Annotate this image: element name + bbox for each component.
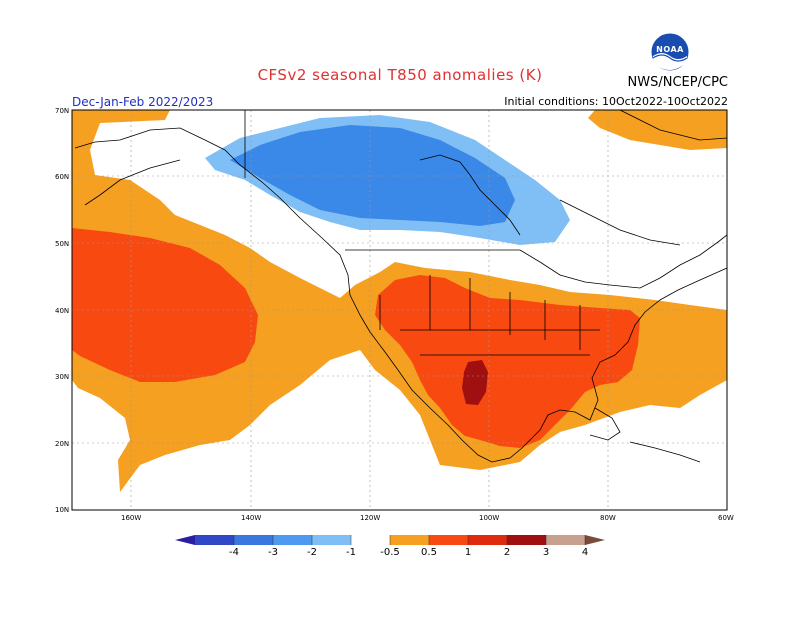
- anomaly-region-red-pacific: [72, 228, 258, 382]
- legend-label: -1: [346, 547, 356, 558]
- lon-label: 80W: [600, 514, 616, 522]
- lat-label: 70N: [55, 107, 69, 115]
- legend-label: -0.5: [380, 547, 400, 558]
- legend-swatch: [546, 535, 585, 545]
- anomaly-region-orange-ne: [588, 110, 727, 150]
- legend-swatch: [429, 535, 468, 545]
- legend-swatch: [234, 535, 273, 545]
- map-title: CFSv2 seasonal T850 anomalies (K): [257, 66, 543, 84]
- legend-label: 2: [503, 547, 511, 558]
- lon-label: 160W: [121, 514, 141, 522]
- legend-label: -4: [229, 547, 239, 558]
- lon-label: 100W: [479, 514, 499, 522]
- initial-conditions-label: Initial conditions: 10Oct2022-10Oct2022: [504, 95, 728, 108]
- lat-label: 50N: [55, 240, 69, 248]
- legend-label: -2: [307, 547, 317, 558]
- legend-label: 0.5: [421, 547, 437, 558]
- latitude-labels: 70N 60N 50N 40N 30N 20N 10N: [55, 107, 69, 514]
- lat-label: 60N: [55, 173, 69, 181]
- legend-swatch: [175, 535, 195, 545]
- lat-label: 20N: [55, 440, 69, 448]
- legend-label: 4: [581, 547, 589, 558]
- legend-swatch: [468, 535, 507, 545]
- lat-label: 10N: [55, 506, 69, 514]
- legend-swatch: [351, 535, 390, 545]
- legend-swatch: [273, 535, 312, 545]
- legend-swatch: [390, 535, 429, 545]
- graticule: [72, 110, 727, 510]
- anomaly-region-red-continent: [375, 275, 640, 448]
- anomaly-region-blue-mid: [230, 125, 515, 226]
- noaa-logo-text: NOAA: [656, 45, 684, 54]
- legend-swatch: [195, 535, 234, 545]
- legend-label: 1: [464, 547, 472, 558]
- legend-swatch: [585, 535, 605, 545]
- longitude-labels: 160W 140W 120W 100W 80W 60W: [121, 514, 734, 522]
- coastlines: [74, 110, 727, 463]
- lat-label: 40N: [55, 307, 69, 315]
- lat-label: 30N: [55, 373, 69, 381]
- season-label: Dec-Jan-Feb 2022/2023: [72, 95, 214, 109]
- organization-label: NWS/NCEP/CPC: [627, 75, 728, 90]
- legend-swatch: [507, 535, 546, 545]
- color-legend: [175, 535, 605, 545]
- anomaly-region-darkred: [462, 360, 488, 405]
- lon-label: 60W: [718, 514, 734, 522]
- legend-label: -3: [268, 547, 278, 558]
- lon-label: 120W: [360, 514, 380, 522]
- legend-swatch: [312, 535, 351, 545]
- noaa-logo-icon: [650, 32, 690, 72]
- map-frame: [71, 109, 728, 511]
- lon-label: 140W: [241, 514, 261, 522]
- legend-label: 3: [542, 547, 550, 558]
